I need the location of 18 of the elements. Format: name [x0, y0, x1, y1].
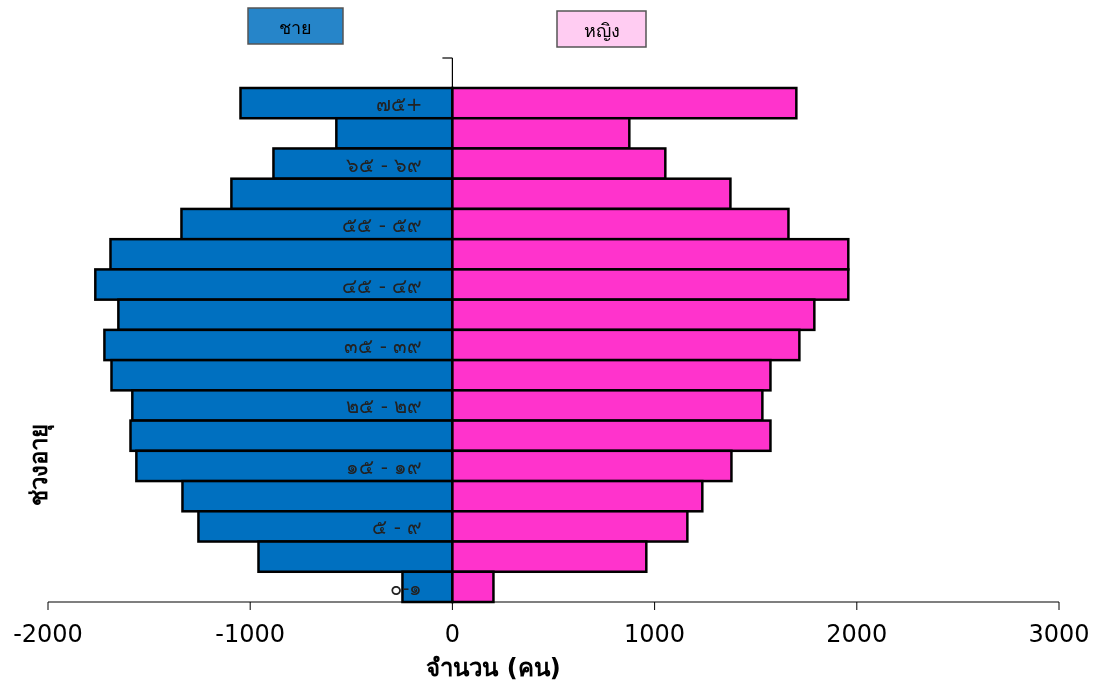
x-tick-label: 3000 — [1028, 620, 1090, 648]
y-tick-label: ๕๕ - ๕๙ — [342, 213, 423, 238]
y-tick-label: ๕ - ๙ — [372, 515, 423, 540]
y-tick-label: ๗๕+ — [375, 92, 423, 117]
y-axis-title: ช่วงอายุ — [25, 424, 55, 506]
text: ชาย — [279, 17, 312, 38]
x-axis-title: จำนวน (คน) — [426, 654, 561, 682]
y-tick-label: ๖๕ - ๖๙ — [346, 152, 423, 177]
x-tick-label: 1000 — [624, 620, 686, 648]
x-tick-label: -1000 — [215, 620, 286, 648]
x-tick-label: 2000 — [826, 620, 888, 648]
x-tick-label: -2000 — [13, 620, 83, 648]
y-tick-label: ๑๕ - ๑๙ — [346, 454, 423, 479]
text: หญิง — [583, 20, 620, 41]
x-tick-label: 0 — [444, 620, 461, 648]
y-tick-label: ๒๕ - ๒๙ — [346, 394, 423, 419]
y-tick-label: ๓๕ - ๓๙ — [344, 334, 423, 358]
y-tick-label: ๔๕ - ๔๙ — [342, 273, 423, 298]
